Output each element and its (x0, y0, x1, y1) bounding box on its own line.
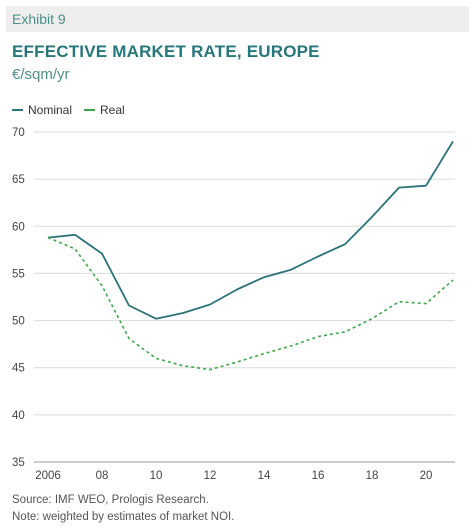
line-chart: 35 40 45 50 55 60 65 70 2006 08 10 12 14 16 18 20 (12, 127, 455, 482)
data-point-real (290, 345, 292, 347)
data-point-real (398, 301, 400, 303)
data-point-nominal (371, 216, 373, 218)
legend: Nominal Real (12, 103, 137, 117)
x-tick-label: 14 (258, 470, 271, 482)
data-point-real (452, 279, 454, 281)
y-tick-label: 60 (12, 221, 25, 233)
data-point-nominal (236, 289, 238, 291)
data-point-real (101, 285, 103, 287)
data-point-real (155, 357, 157, 359)
legend-label-real: Real (100, 103, 125, 117)
data-point-nominal (263, 276, 265, 278)
x-tick-label: 16 (312, 470, 325, 482)
series-line-real (47, 236, 454, 371)
data-point-real (128, 338, 130, 340)
data-point-real (263, 353, 265, 355)
x-tick-label: 12 (204, 470, 217, 482)
y-tick-label: 45 (12, 363, 25, 375)
data-point-nominal (155, 318, 157, 320)
y-tick-label: 65 (12, 174, 25, 186)
data-point-real (344, 331, 346, 333)
data-point-nominal (290, 269, 292, 271)
legend-item-nominal: Nominal (12, 103, 72, 117)
chart-title: EFFECTIVE MARKET RATE, EUROPE (12, 42, 320, 61)
data-point-nominal (74, 234, 76, 236)
data-point-real (182, 365, 184, 367)
data-point-nominal (209, 304, 211, 306)
x-tick-label: 18 (366, 470, 379, 482)
exhibit-header-bar (6, 6, 469, 32)
data-point-real (425, 303, 427, 305)
legend-swatch-nominal (12, 109, 23, 111)
data-point-nominal (182, 312, 184, 314)
footnote: Note: weighted by estimates of market NO… (12, 511, 235, 523)
data-point-nominal (398, 187, 400, 189)
data-point-nominal (317, 256, 319, 258)
data-point-real (317, 336, 319, 338)
data-point-real (209, 369, 211, 371)
y-tick-label: 70 (12, 127, 25, 139)
x-tick-label: 08 (96, 470, 109, 482)
data-point-nominal (128, 305, 130, 307)
data-point-nominal (101, 253, 103, 255)
x-tick-label: 20 (420, 470, 433, 482)
y-tick-label: 55 (12, 268, 25, 280)
y-tick-label: 50 (12, 316, 25, 328)
y-tick-label: 35 (12, 457, 25, 469)
legend-label-nominal: Nominal (28, 103, 73, 117)
data-point-nominal (452, 141, 454, 143)
data-point-real (74, 248, 76, 250)
source-note: Source: IMF WEO, Prologis Research. (12, 494, 209, 506)
data-point-real (47, 237, 49, 239)
series-line-nominal (47, 140, 454, 320)
x-tick-label: 10 (150, 470, 163, 482)
legend-item-real: Real (84, 103, 125, 117)
legend-swatch-real (84, 109, 96, 111)
x-tick-label: 2006 (35, 470, 61, 482)
data-point-nominal (425, 185, 427, 187)
data-point-nominal (344, 243, 346, 245)
chart-subtitle: €/sqm/yr (12, 66, 70, 83)
y-tick-label: 40 (12, 410, 25, 422)
data-point-real (371, 318, 373, 320)
exhibit-label: Exhibit 9 (12, 11, 66, 27)
data-point-real (236, 361, 238, 363)
